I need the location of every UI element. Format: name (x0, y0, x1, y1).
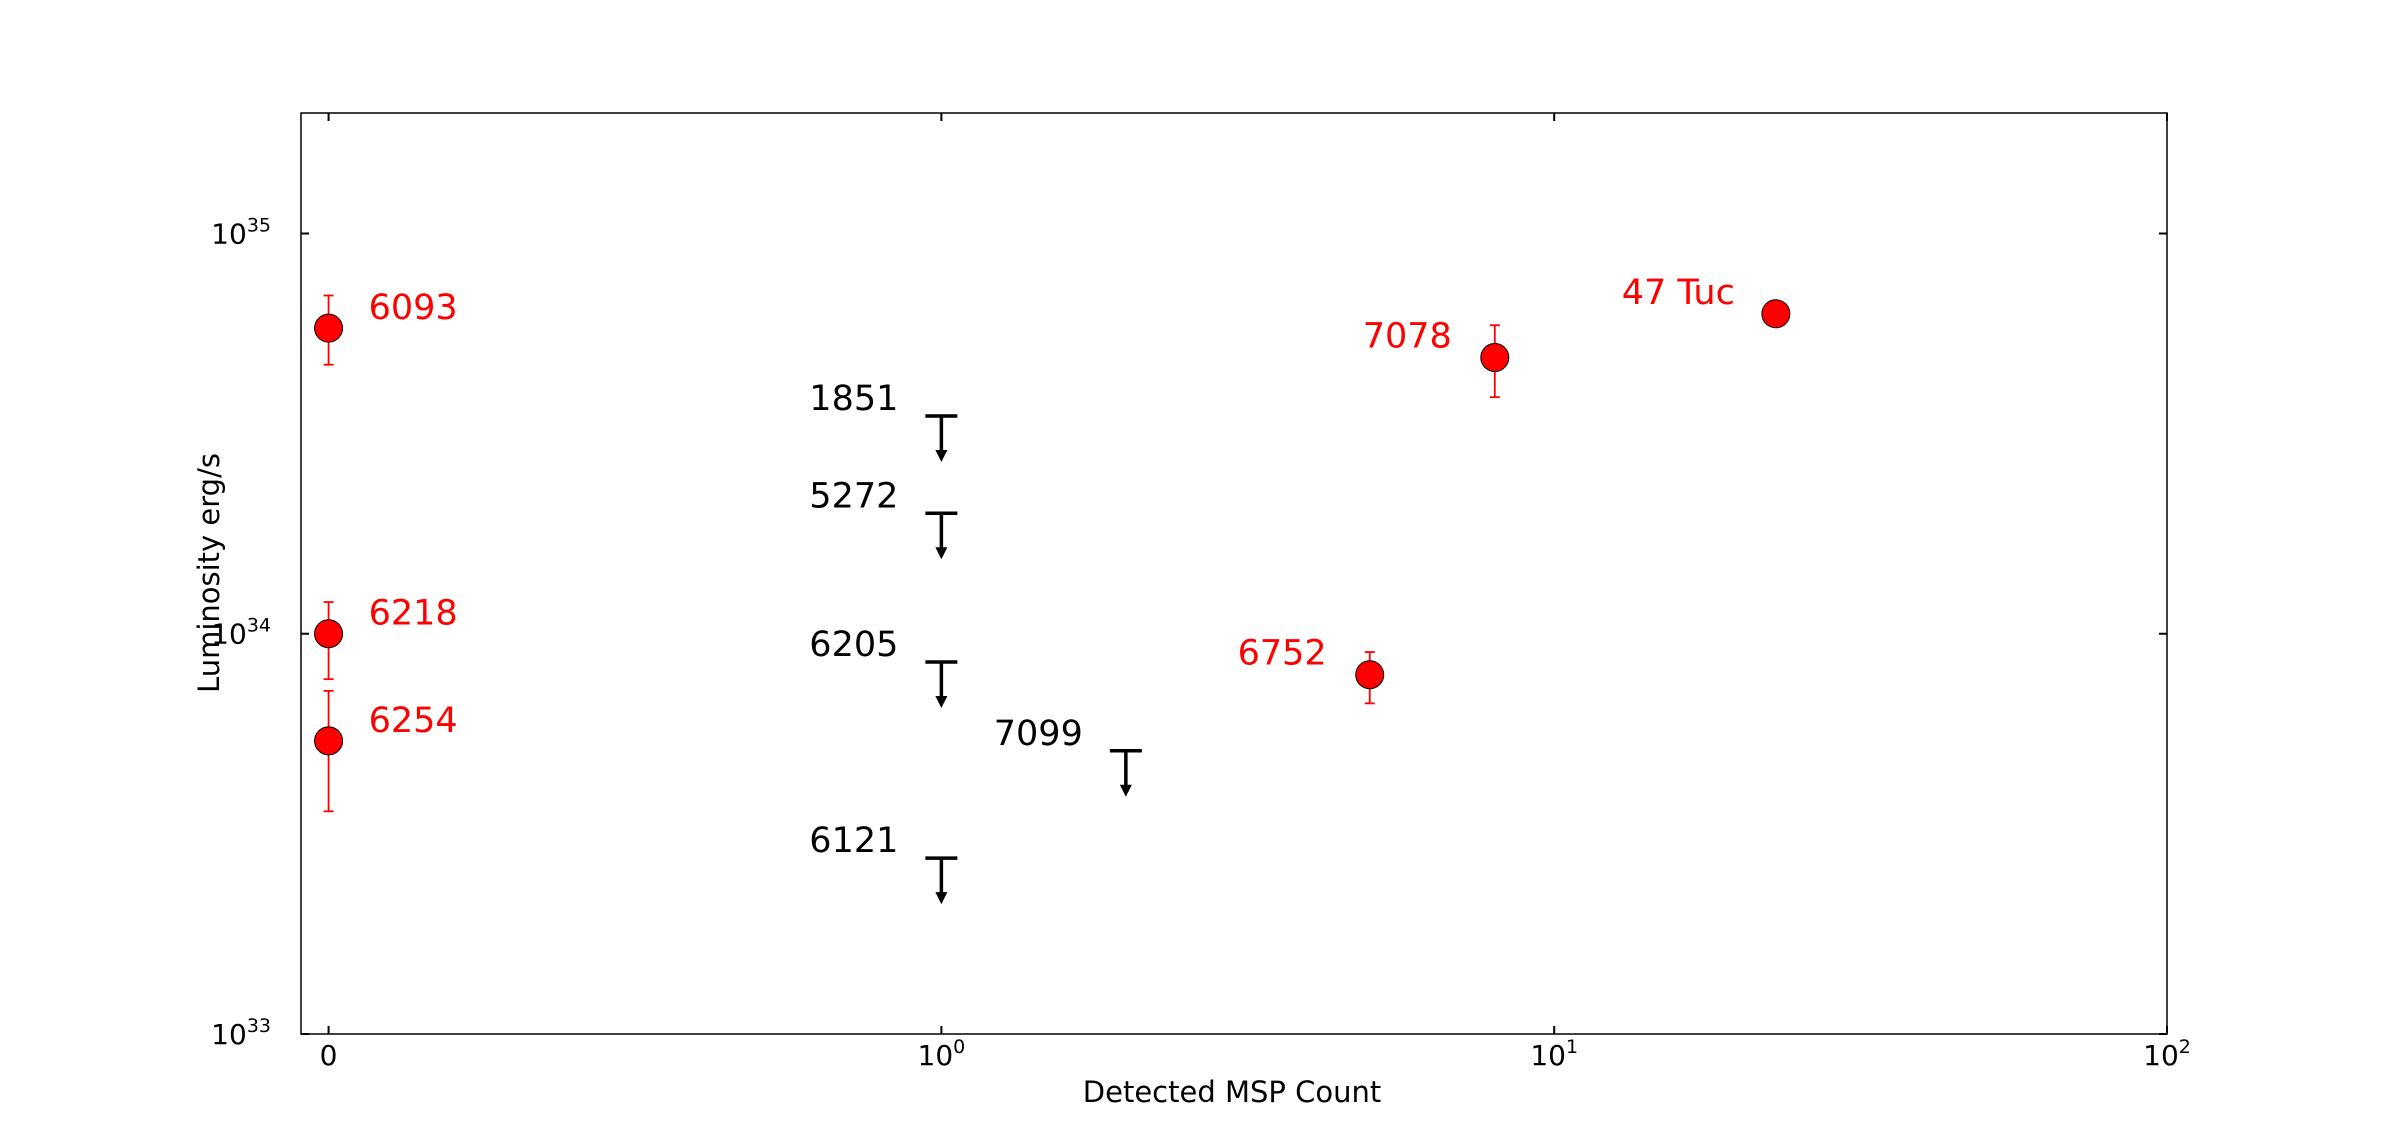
point-label: 1851 (809, 379, 898, 419)
upper-limit-arrow (935, 449, 948, 462)
x-tick-label: 0 (320, 1039, 338, 1072)
upper-limit-arrow (935, 695, 948, 708)
y-axis-ticks: 1033 1034 1035 (211, 214, 2167, 1051)
x-tick-label: 102 (2143, 1036, 2191, 1072)
data-point (1355, 660, 1385, 690)
point-label: 6093 (369, 288, 458, 328)
y-axis-label: Luminosity erg/s (192, 453, 226, 693)
point-label: 6218 (369, 594, 458, 634)
point-label: 6205 (809, 625, 898, 665)
data-marks: 6093 6218 6254 7078 6752 47 Tuc 1851 5272 6205 70… (314, 273, 1791, 905)
y-tick-label: 1033 (211, 1015, 271, 1051)
upper-limit-arrow (935, 892, 948, 905)
y-tick-label: 1035 (211, 214, 271, 250)
data-point (314, 619, 344, 649)
data-point (1480, 342, 1510, 372)
x-tick-label: 100 (918, 1036, 966, 1072)
upper-limit-arrow (1119, 784, 1132, 797)
point-label: 6254 (369, 701, 458, 741)
point-label: 5272 (809, 476, 898, 516)
point-label: 6121 (809, 821, 898, 861)
x-axis-ticks: 0 100 101 102 (320, 113, 2191, 1072)
y-tick-label: 1034 (211, 615, 271, 651)
data-point (314, 313, 344, 343)
x-tick-label: 101 (1530, 1036, 1578, 1072)
x-axis-label: Detected MSP Count (1083, 1075, 1381, 1109)
point-label: 47 Tuc (1622, 273, 1735, 313)
data-point (314, 726, 344, 756)
point-label: 7078 (1363, 316, 1452, 356)
point-label: 7099 (994, 714, 1083, 754)
point-label: 6752 (1238, 634, 1327, 674)
data-point (1761, 299, 1791, 329)
plot-frame (300, 112, 2168, 1035)
upper-limit-arrow (935, 547, 948, 560)
